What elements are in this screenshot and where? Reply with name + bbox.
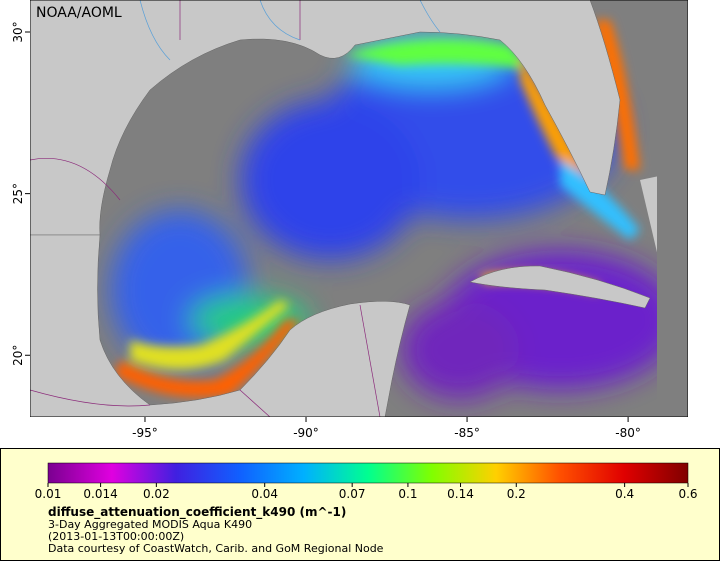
- legend-title: diffuse_attenuation_coefficient_k490 (m^…: [48, 505, 346, 520]
- axes: -95° -90° -85° -80° 20° 25° 30°: [11, 21, 641, 440]
- land: [30, 0, 621, 236]
- legend: 0.01 0.014 0.02 0.04 0.07 0.1 0.14 0.2 0.4 0.6 di…: [0, 448, 720, 561]
- y-tick-label: 25°: [11, 183, 25, 204]
- colorbar-tick-label: 0.07: [339, 487, 366, 501]
- y-tick-label: 30°: [11, 21, 25, 42]
- no-data-strip: [657, 0, 688, 417]
- legend-line: 3-Day Aggregated MODIS Aqua K490: [48, 518, 252, 531]
- source-label: NOAA/AOML: [36, 5, 122, 21]
- colorbar-tick-label: 0.1: [398, 487, 417, 501]
- colorbar-tick-label: 0.01: [35, 487, 62, 501]
- colorbar-tick-label: 0.04: [251, 487, 278, 501]
- colorbar: [47, 462, 689, 484]
- x-tick-label: -90°: [293, 426, 319, 440]
- legend-line: (2013-01-13T00:00:00Z): [48, 530, 184, 543]
- colorbar-tick-label: 0.4: [615, 487, 634, 501]
- colorbar-tick-label: 0.6: [678, 487, 697, 501]
- x-tick-label: -85°: [454, 426, 480, 440]
- map-area: [30, 0, 688, 417]
- colorbar-tick-label: 0.02: [143, 487, 170, 501]
- legend-line: Data courtesy of CoastWatch, Carib. and …: [48, 542, 384, 555]
- colorbar-tick-label: 0.14: [447, 487, 474, 501]
- y-tick-label: 20°: [11, 345, 25, 366]
- colorbar-tick-label: 0.2: [507, 487, 526, 501]
- land: [30, 234, 411, 417]
- colorbar-tick-label: 0.014: [83, 487, 117, 501]
- x-tick-label: -95°: [132, 426, 158, 440]
- land: [469, 265, 651, 309]
- x-tick-label: -80°: [615, 426, 641, 440]
